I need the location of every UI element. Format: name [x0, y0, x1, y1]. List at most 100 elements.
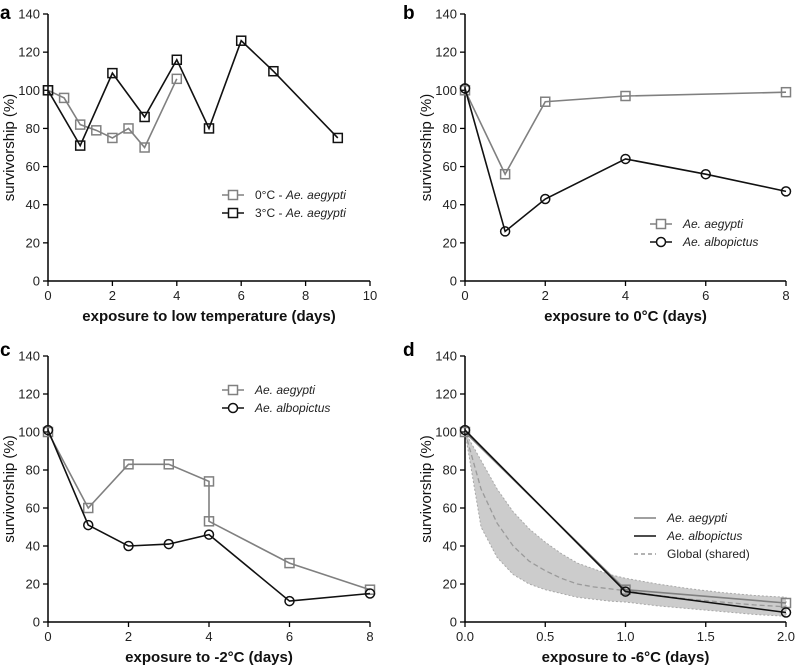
data-point [203, 516, 215, 527]
y-tick-label: 120 [18, 387, 40, 402]
y-tick-label: 100 [18, 425, 40, 440]
x-tick-label: 8 [366, 629, 373, 644]
data-point [284, 595, 295, 607]
x-tick-label: 0.0 [456, 629, 474, 644]
legend-label-species: Ae. aegypti [682, 217, 743, 231]
y-tick-label: 140 [435, 349, 457, 364]
data-point [74, 119, 86, 130]
y-tick-label: 80 [26, 121, 40, 136]
data-point [123, 459, 134, 470]
data-point [123, 123, 134, 134]
x-tick-label: 2.0 [777, 629, 795, 644]
y-tick-label: 20 [26, 577, 40, 592]
data-point [203, 476, 215, 487]
x-axis-label: exposure to -2°C (days) [125, 649, 293, 666]
legend-label: 3°C - Ae. aegypti [255, 206, 346, 220]
legend-marker [227, 384, 239, 396]
y-tick-label: 20 [443, 577, 457, 592]
x-axis-label: exposure to 0°C (days) [544, 308, 707, 325]
legend-label: Ae. albopictus [682, 235, 758, 249]
x-tick-label: 6 [702, 288, 709, 303]
panel-letter: a [0, 3, 11, 24]
y-tick-label: 80 [26, 463, 40, 478]
data-point [540, 193, 551, 205]
y-tick-label: 140 [435, 7, 457, 22]
legend-label-species: Ae. aegypti [285, 206, 346, 220]
data-point [171, 54, 183, 66]
data-point [139, 142, 150, 153]
y-axis-label: survivorship (%) [418, 94, 435, 202]
y-tick-label: 120 [435, 45, 457, 60]
legend-label-species: Ae. albopictus [666, 529, 742, 543]
y-tick-label: 120 [18, 45, 40, 60]
data-point [780, 86, 792, 98]
legend-marker [655, 236, 667, 248]
legend-label-species: Ae. albopictus [682, 235, 758, 249]
x-tick-label: 0.5 [536, 629, 554, 644]
y-tick-label: 40 [26, 197, 40, 212]
x-tick-label: 6 [286, 629, 293, 644]
legend-label-species: Ae. aegypti [254, 383, 315, 397]
legend-label: Ae. aegypti [682, 217, 743, 231]
legend-item: 3°C - Ae. aegypti [222, 206, 346, 220]
data-point [107, 67, 118, 79]
legend-item: Ae. aegypti [222, 383, 315, 397]
data-point [203, 123, 215, 134]
series-1 [459, 424, 792, 618]
legend-label: Ae. albopictus [666, 529, 742, 543]
legend: 0°C - Ae. aegypti 3°C - Ae. aegypti [222, 188, 346, 220]
data-point [163, 538, 174, 550]
legend-item: Global (shared) [634, 547, 750, 561]
x-tick-label: 8 [782, 288, 789, 303]
y-tick-label: 100 [435, 425, 457, 440]
y-tick-label: 60 [443, 501, 457, 516]
panel-c: c 0 20 40 60 80 100 120 140 0 2 4 6 8 exposure to -2°C… [0, 340, 376, 666]
data-point [268, 65, 279, 77]
series-line [47, 429, 371, 602]
x-tick-label: 0 [44, 629, 51, 644]
data-point [203, 529, 215, 540]
y-tick-label: 140 [18, 349, 40, 364]
y-tick-label: 0 [450, 615, 457, 630]
legend-item: Ae. albopictus [634, 529, 742, 543]
x-tick-label: 1.0 [616, 629, 634, 644]
y-tick-label: 0 [33, 274, 40, 289]
data-point [58, 92, 70, 104]
legend-label: Ae. aegypti [666, 511, 727, 525]
panel-a: a 0 20 40 60 80 100 120 140 0 2 4 6 8 10 exposure to lo… [0, 3, 377, 325]
y-axis-label: survivorship (%) [418, 435, 435, 543]
x-tick-label: 4 [173, 288, 180, 303]
panel-letter: d [403, 340, 415, 361]
data-point [42, 85, 54, 96]
x-tick-label: 2 [542, 288, 549, 303]
x-tick-label: 8 [302, 288, 309, 303]
series-line [464, 429, 787, 614]
data-point [700, 168, 711, 180]
series-line [47, 78, 178, 149]
x-tick-label: 4 [205, 629, 212, 644]
series-1 [42, 424, 376, 607]
legend-item: 0°C - Ae. aegypti [222, 188, 346, 202]
data-point [499, 168, 511, 180]
legend-label: Ae. aegypti [254, 383, 315, 397]
data-point [620, 90, 631, 102]
data-point [139, 111, 150, 123]
data-point [83, 519, 94, 531]
data-point [123, 540, 134, 552]
panel-d: d 0 20 40 60 80 100 120 140 0.0 0.5 1.0 1.5 2.0 exposu… [403, 340, 795, 666]
y-tick-label: 40 [26, 539, 40, 554]
y-axis-label: survivorship (%) [1, 435, 18, 543]
x-axis-label: exposure to -6°C (days) [542, 649, 710, 666]
data-point [83, 502, 94, 514]
y-tick-label: 20 [443, 235, 457, 250]
y-tick-label: 40 [443, 197, 457, 212]
y-tick-label: 140 [18, 7, 40, 22]
fit-line-global [464, 431, 787, 608]
x-tick-label: 4 [622, 288, 629, 303]
legend-label-species: Ae. aegypti [285, 188, 346, 202]
series-line [464, 89, 787, 176]
data-point [780, 607, 792, 618]
legend-item: Ae. albopictus [650, 235, 758, 249]
data-point [171, 73, 183, 85]
